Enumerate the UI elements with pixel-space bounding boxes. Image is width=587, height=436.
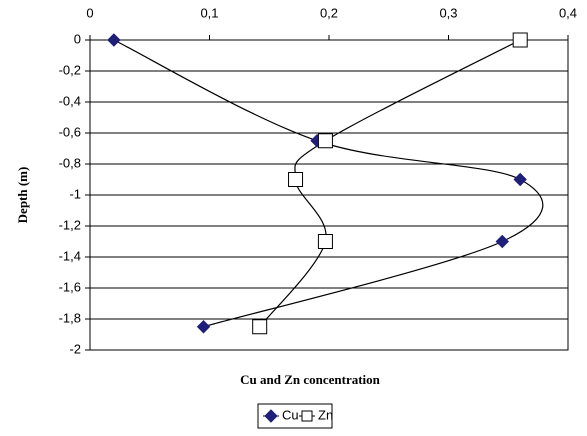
- plot-frame: [89, 39, 569, 351]
- marker: [301, 410, 313, 422]
- y-tick-label: -1,8: [59, 310, 81, 325]
- x-tick-label: 0,4: [559, 5, 577, 20]
- x-axis-title: Cu and Zn concentration: [240, 372, 381, 387]
- marker: [513, 172, 527, 187]
- x-tick-label: 0,1: [200, 5, 218, 20]
- y-tick-label: -0,2: [59, 62, 81, 77]
- y-tick-label: -2: [69, 341, 81, 356]
- marker: [107, 33, 121, 47]
- marker: [264, 409, 278, 423]
- y-tick-label: 0: [74, 31, 81, 46]
- marker: [196, 320, 211, 334]
- x-tick-label: 0,3: [439, 5, 457, 20]
- series-line: [113, 39, 544, 328]
- y-axis-title: Depth (m): [15, 167, 30, 224]
- y-tick-label: -0,6: [59, 124, 81, 139]
- y-tick-label: -1: [69, 186, 81, 201]
- marker: [512, 32, 528, 48]
- marker: [252, 319, 268, 335]
- marker: [317, 133, 333, 149]
- y-tick-label: -1,6: [59, 279, 81, 294]
- marker: [288, 172, 304, 187]
- marker: [317, 234, 333, 249]
- y-tick-label: -0,4: [59, 93, 81, 108]
- y-tick-label: -1,4: [59, 248, 81, 263]
- y-tick-label: -1,2: [59, 217, 81, 232]
- marker: [495, 234, 509, 249]
- legend-label: Cu: [282, 407, 299, 422]
- y-tick-label: -0,8: [59, 155, 81, 170]
- x-tick-label: 0: [86, 5, 93, 20]
- legend-label: Zn: [318, 407, 333, 422]
- x-tick-label: 0,2: [320, 5, 338, 20]
